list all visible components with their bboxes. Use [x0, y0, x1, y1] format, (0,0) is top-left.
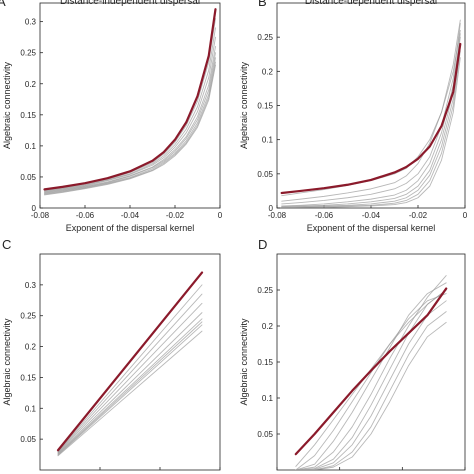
background-series-line [44, 27, 216, 192]
panel-letter: D [258, 237, 267, 252]
y-tick-label: 0.2 [25, 343, 37, 352]
background-series-line [295, 300, 447, 470]
background-series-line [295, 289, 447, 467]
y-tick-label: 0.1 [262, 136, 274, 145]
y-tick-label: 0.1 [25, 142, 37, 151]
series-group [56, 271, 204, 457]
background-series-line [281, 50, 461, 208]
x-axis-label: Exponent of the dispersal kernel [307, 223, 436, 233]
y-tick-label: 0.05 [20, 173, 36, 182]
background-series-line [295, 282, 447, 470]
background-series-line [295, 275, 447, 470]
y-tick-label: 0 [269, 204, 274, 213]
y-tick-label: 0.25 [257, 33, 273, 42]
y-tick-label: 0.2 [25, 80, 37, 89]
y-tick-label: 0.25 [257, 286, 273, 295]
background-series-line [281, 36, 461, 208]
axes-box [276, 2, 466, 209]
y-axis-label: Algebraic connectivity [239, 61, 249, 149]
panel-letter: A [0, 0, 6, 9]
background-series-line [281, 57, 461, 208]
y-axis-label: Algebraic connectivity [2, 318, 12, 406]
y-tick-label: 0.15 [20, 111, 36, 120]
highlight-series-line [56, 271, 204, 452]
background-series-line [57, 324, 203, 456]
highlight-series-line [280, 42, 462, 195]
x-tick-label: -0.04 [121, 211, 140, 220]
panel-title: Distance-dependent dispersal [305, 0, 437, 7]
panel-letter: C [2, 237, 11, 252]
background-series-line [281, 43, 461, 208]
background-series-line [295, 321, 447, 470]
series-group [43, 8, 217, 196]
x-tick-label: -0.02 [166, 211, 185, 220]
background-series-line [44, 57, 216, 195]
y-tick-label: 0.15 [20, 373, 36, 382]
y-tick-label: 0.25 [20, 312, 36, 321]
chart-panel-c: 0.050.10.150.050.10.150.20.250.3Algebrai… [2, 237, 228, 474]
background-series-line [57, 302, 203, 454]
background-series-line [44, 61, 216, 195]
panel-letter: B [258, 0, 267, 9]
y-tick-label: 0.05 [257, 430, 273, 439]
x-tick-label: -0.04 [362, 211, 381, 220]
x-tick-label: 0 [463, 211, 468, 220]
y-tick-label: 0.15 [257, 102, 273, 111]
background-series-line [295, 289, 447, 470]
background-series-line [57, 330, 203, 457]
y-tick-label: 0.25 [20, 49, 36, 58]
background-series-line [44, 64, 216, 196]
x-tick-label: -0.08 [31, 211, 50, 220]
x-tick-label: -0.06 [76, 211, 95, 220]
background-series-line [57, 318, 203, 455]
highlight-series-line [43, 8, 217, 191]
background-series-line [295, 311, 447, 470]
y-tick-label: 0.3 [25, 281, 37, 290]
series-group [294, 275, 448, 470]
background-series-line [57, 312, 203, 454]
y-tick-label: 0.15 [257, 358, 273, 367]
y-tick-label: 0 [32, 204, 37, 213]
y-axis-label: Algebraic connectivity [2, 61, 12, 149]
y-tick-label: 0.2 [262, 67, 274, 76]
background-series-line [281, 19, 461, 202]
background-series-line [44, 36, 216, 193]
chart-panel-a: -0.08 -0.06 -0.04 -0.02 0 0 0.05 0.1 0.15 0.2 0.25… [0, 0, 223, 233]
y-tick-label: 0.1 [262, 394, 274, 403]
series-group [280, 19, 462, 208]
y-tick-label: 0.05 [20, 435, 36, 444]
x-axis-label: Exponent of the dispersal kernel [66, 223, 195, 233]
background-series-line [44, 46, 216, 193]
background-series-line [44, 52, 216, 194]
y-tick-label: 0.05 [257, 170, 273, 179]
y-axis-label: Algebraic connectivity [239, 318, 249, 406]
background-series-line [57, 293, 203, 453]
background-series-line [44, 18, 216, 192]
chart-panel-d: 00.050.10.150.050.10.150.20.25Algebraic … [239, 237, 473, 474]
background-series-line [281, 33, 461, 207]
x-tick-label: -0.08 [268, 211, 287, 220]
x-tick-label: 0 [218, 211, 223, 220]
x-tick-label: -0.02 [409, 211, 428, 220]
panel-title: Distance-independent dispersal [60, 0, 200, 7]
x-tick-label: -0.06 [315, 211, 334, 220]
axes-box [39, 253, 221, 471]
y-tick-label: 0.2 [262, 322, 274, 331]
chart-panel-b: -0.08 -0.06 -0.04 -0.02 0 0 0.05 0.1 0.15 0.2 0.25… [239, 0, 468, 233]
y-tick-label: 0.3 [25, 18, 37, 27]
background-series-line [57, 284, 203, 452]
background-series-line [57, 321, 203, 456]
y-tick-label: 0.1 [25, 404, 37, 413]
highlight-series-line [294, 287, 448, 456]
